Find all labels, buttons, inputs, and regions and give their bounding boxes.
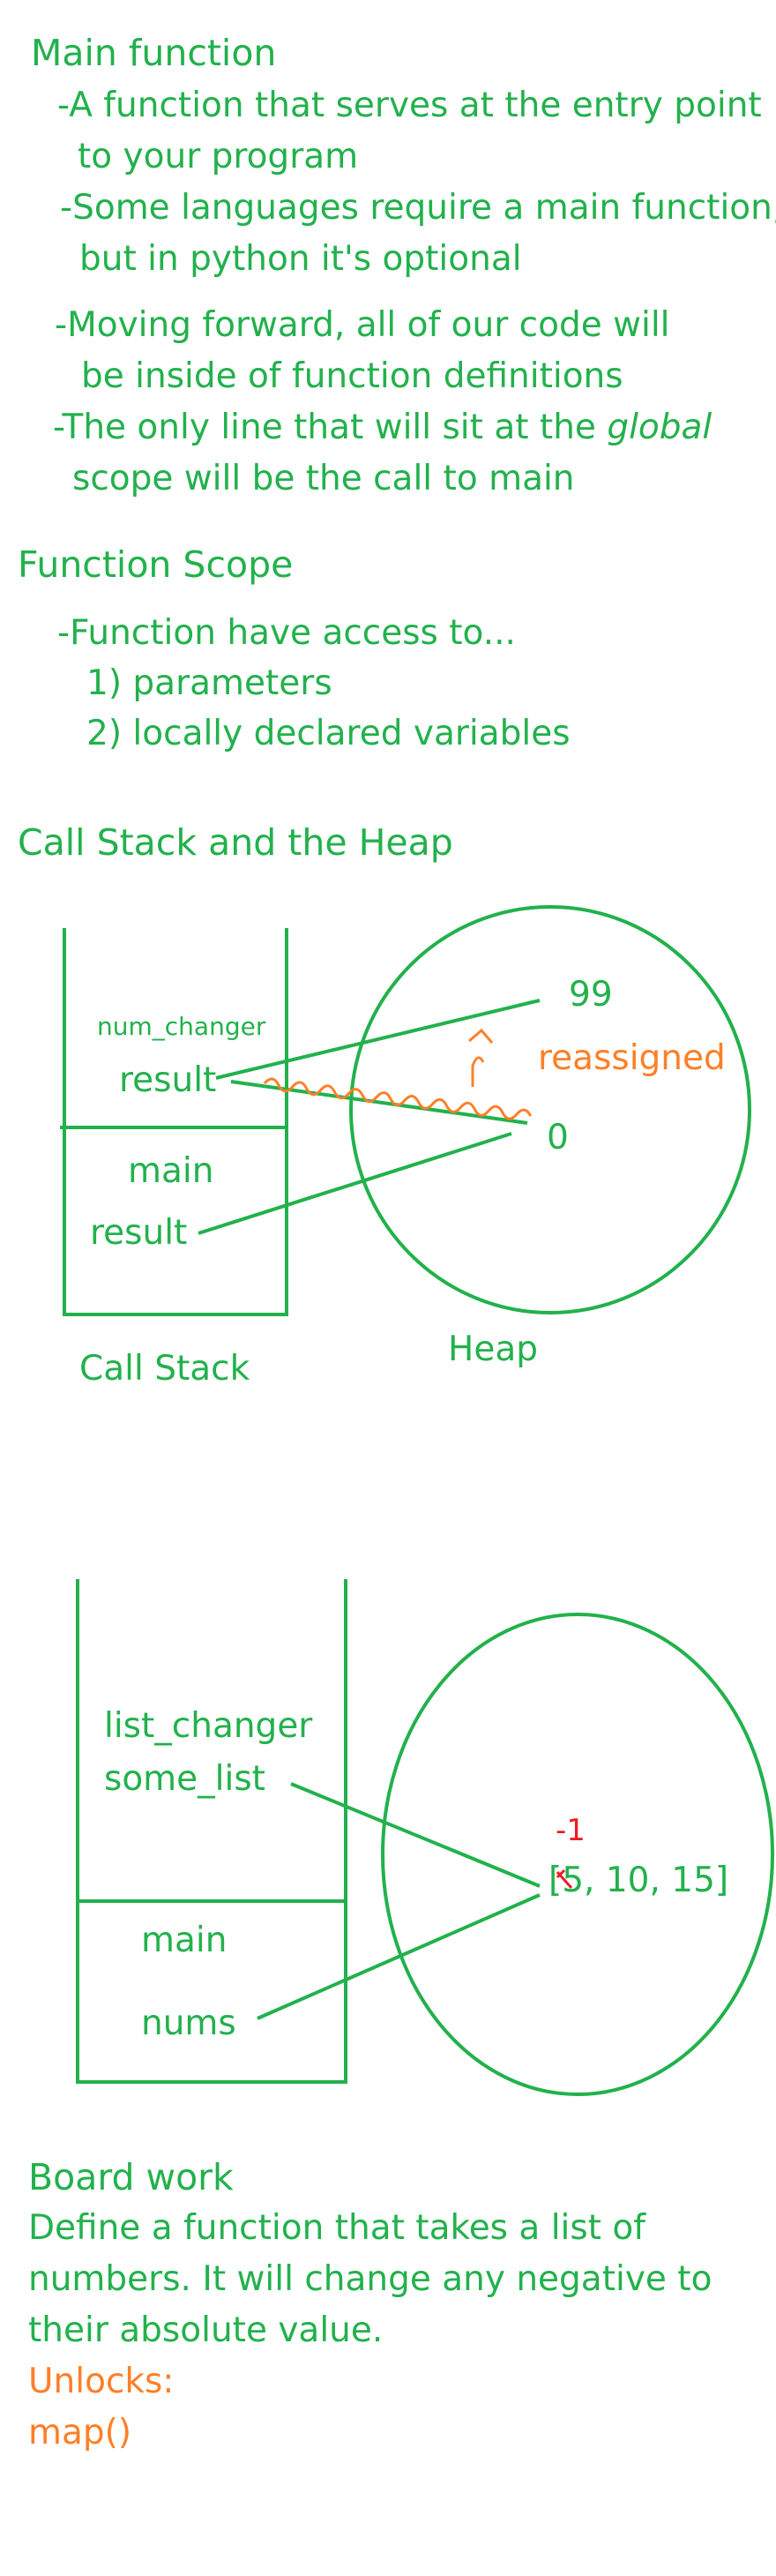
pointer-nums-to-list [257, 1893, 541, 2020]
heap-list-value: [5, 10, 15] [548, 1861, 729, 1900]
pointer-some-list-to-list [290, 1782, 541, 1888]
list-value-overwrite-mark [556, 1868, 573, 1889]
function-scope-item-1: 1) parameters [86, 663, 332, 703]
stack-1-outline [63, 928, 288, 1316]
main-function-line-5: -Moving forward, all of our code will [55, 305, 670, 345]
frame-main-2-nums: nums [141, 2003, 236, 2043]
board-work-line-3: their absolute value. [28, 2310, 384, 2350]
function-scope-item-2: 2) locally declared variables [86, 714, 571, 753]
stack-2-outline [76, 1579, 347, 2084]
pointer-result-to-0-old [230, 1080, 528, 1125]
main-function-line-2: to your program [78, 137, 359, 176]
board-work-line-1: Define a function that takes a list of [28, 2208, 645, 2248]
call-stack-box-1 [60, 928, 288, 1316]
call-stack-box-2 [76, 1579, 347, 2084]
pointer-result-to-99 [215, 999, 541, 1080]
call-stack-heading: Call Stack and the Heap [18, 821, 453, 864]
heap-value-0: 0 [547, 1118, 569, 1157]
main-function-global-line: -The only line that will sit at the glob… [53, 408, 713, 447]
frame-list-changer-some-list: some_list [104, 1759, 265, 1799]
crossed-out-reference-scribble [263, 1077, 533, 1120]
frame-num-changer-result: result [119, 1060, 217, 1100]
board-work-heading: Board work [28, 2156, 234, 2198]
list-first-value: 5 [562, 1861, 585, 1900]
function-scope-heading: Function Scope [18, 543, 294, 586]
frame-main-result: result [90, 1213, 188, 1253]
unlocks-map: map() [28, 2413, 132, 2452]
frame-main-2-label: main [141, 1921, 228, 1960]
call-stack-label: Call Stack [79, 1349, 250, 1389]
frame-num-changer-label: num_changer [97, 1012, 266, 1041]
global-emphasis: global [607, 408, 713, 447]
main-function-line-4: but in python it's optional [79, 239, 522, 279]
unlocks-label: Unlocks: [28, 2362, 175, 2401]
heap-ellipse-2 [381, 1613, 774, 2096]
reassigned-arrow-head [468, 1028, 494, 1044]
heap-label: Heap [448, 1329, 538, 1369]
reassigned-note: reassigned [538, 1038, 726, 1078]
frame-list-changer-label: list_changer [104, 1706, 313, 1746]
heap-ellipse-1 [349, 905, 751, 1314]
main-function-line-6: be inside of function definitions [81, 356, 623, 396]
main-function-last-line: scope will be the call to main [72, 459, 575, 498]
frame-main-label: main [128, 1151, 214, 1191]
overwrite-value: -1 [556, 1813, 586, 1848]
heap-value-99: 99 [569, 975, 613, 1015]
main-function-line-1: -A function that serves at the entry poi… [57, 86, 762, 125]
reassigned-arrow [471, 1056, 485, 1087]
pointer-main-result-to-0 [198, 1132, 512, 1235]
main-function-line-3: -Some languages require a main function, [60, 188, 776, 228]
function-scope-intro: -Function have access to... [57, 613, 516, 653]
main-function-heading: Main function [31, 32, 277, 74]
board-work-line-2: numbers. It will change any negative to [28, 2259, 713, 2299]
